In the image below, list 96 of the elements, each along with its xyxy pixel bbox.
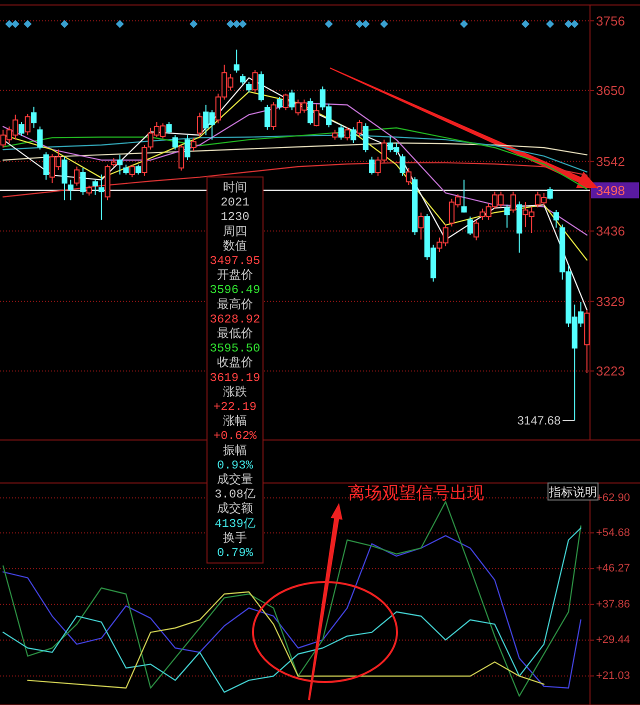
candlestick	[123, 164, 129, 176]
candlestick	[510, 191, 516, 214]
y-tick-label: 3223	[596, 364, 625, 379]
y-tick-label: +62.90	[596, 492, 630, 504]
annotation: 成交额	[217, 501, 253, 516]
line-series	[27, 591, 544, 689]
candlestick	[68, 179, 74, 201]
candlestick	[252, 70, 258, 93]
candlestick	[418, 212, 424, 240]
y-tick-label: +29.44	[596, 634, 630, 646]
line-series	[2, 162, 588, 198]
candlestick	[31, 106, 37, 128]
annotation: 开盘价	[217, 268, 253, 283]
annotation: 指标说明	[548, 485, 597, 499]
candlestick	[80, 167, 86, 196]
annotation: 0.79%	[216, 546, 254, 560]
annotation: 时间	[223, 181, 247, 195]
candlestick	[166, 121, 172, 134]
annotation: +0.62%	[213, 429, 258, 444]
y-tick-label: 3650	[596, 82, 625, 98]
candlestick	[117, 154, 123, 176]
candlestick	[246, 81, 252, 93]
candlestick	[553, 210, 559, 228]
annotation: 换手	[223, 530, 247, 546]
candlestick	[474, 219, 480, 241]
candlestick	[98, 174, 104, 220]
candlestick	[184, 134, 190, 161]
candlestick	[289, 89, 295, 111]
candlestick	[406, 167, 412, 186]
candlestick	[362, 122, 368, 153]
candlestick	[264, 104, 270, 130]
annotation: 3497.95	[210, 254, 260, 268]
annotation: 离场观望信号出现	[348, 484, 484, 502]
candlestick	[196, 112, 203, 137]
annotation: 最高价	[217, 296, 253, 312]
candlestick	[308, 98, 314, 126]
candlestick	[240, 73, 246, 86]
annotation: 3619.19	[210, 370, 260, 385]
candlestick	[234, 49, 240, 74]
candlestick	[467, 216, 473, 236]
candlestick	[350, 126, 356, 144]
candlestick	[270, 102, 276, 130]
y-tick-label: +21.03	[596, 670, 630, 682]
candlestick	[178, 144, 184, 172]
candlestick	[129, 164, 135, 178]
candlestick	[43, 152, 49, 180]
candlestick	[92, 179, 98, 196]
candlestick	[282, 93, 289, 111]
ref-line-label: 3498	[596, 182, 625, 198]
annotation: 数值	[223, 239, 247, 254]
y-tick-label: 3756	[596, 13, 625, 28]
candlestick	[190, 137, 196, 152]
annotation: 3.08亿	[214, 488, 256, 502]
candlestick	[86, 185, 92, 196]
candlestick	[400, 154, 406, 176]
annotation: +22.19	[213, 400, 257, 414]
candlestick	[74, 166, 80, 186]
annotation: 最低价	[217, 327, 253, 341]
candlestick	[24, 114, 30, 136]
annotation: 4139亿	[214, 516, 256, 531]
candlestick	[504, 204, 510, 228]
annotation: 3147.68	[517, 413, 561, 428]
y-tick-label: +54.68	[596, 526, 630, 539]
annotation: 周四	[223, 224, 247, 239]
candlestick	[356, 119, 362, 137]
candlestick	[18, 121, 24, 136]
annotation: 3596.49	[210, 283, 260, 298]
candlestick	[369, 156, 375, 176]
annotation: 3628.92	[210, 312, 260, 326]
y-tick-label: 3436	[596, 224, 625, 239]
candlestick	[338, 124, 344, 140]
text: 振幅	[223, 444, 247, 458]
line-series	[2, 501, 582, 697]
annotation: 涨幅	[223, 414, 247, 429]
candlestick	[62, 156, 68, 201]
y-tick-label: 3542	[596, 154, 625, 169]
y-tick-label: +37.86	[596, 598, 630, 610]
candlestick	[344, 126, 350, 141]
annotation: 3595.50	[210, 342, 260, 356]
candlestick	[37, 126, 43, 150]
candlestick	[314, 104, 320, 127]
candlestick	[461, 179, 467, 214]
annotation: 2021	[220, 196, 250, 210]
text: 0.93%	[216, 458, 254, 472]
candlestick	[172, 134, 178, 150]
annotation: 收盘价	[217, 356, 253, 370]
y-tick-label: +46.27	[596, 562, 630, 575]
line-series	[2, 102, 588, 236]
candlestick	[547, 186, 553, 200]
annotation: 成交量	[217, 472, 253, 487]
y-tick-label: 3329	[596, 294, 625, 309]
candlestick	[276, 96, 282, 110]
annotation: 涨跌	[223, 385, 247, 400]
candlestick	[332, 129, 338, 140]
annotation: 1230	[220, 210, 250, 224]
candlestick	[135, 164, 142, 176]
